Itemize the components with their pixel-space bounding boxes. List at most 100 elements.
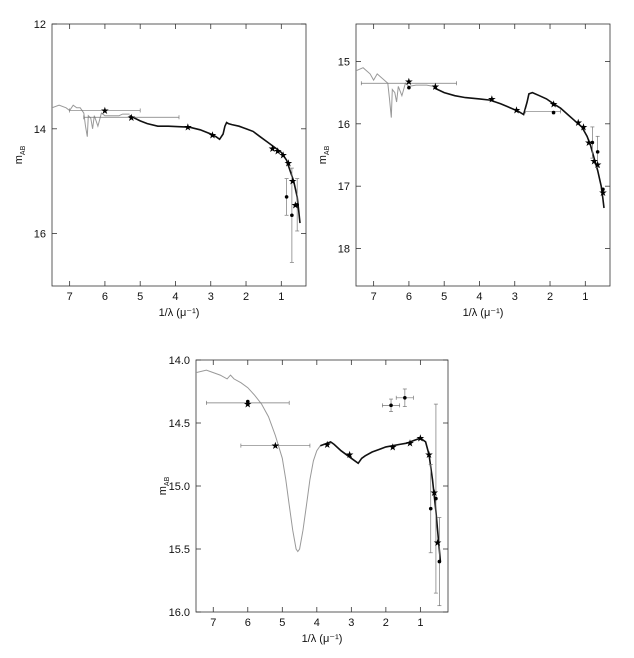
x-axis-label: 1/λ (μ⁻¹)	[159, 307, 200, 319]
data-point-dot	[595, 150, 600, 154]
data-point-star: ★	[404, 77, 413, 88]
x-tick-label: 3	[512, 291, 518, 303]
y-axis-label-main: m	[317, 155, 329, 164]
x-tick-label: 5	[441, 291, 447, 303]
data-point-star: ★	[323, 440, 332, 451]
data-point-star: ★	[288, 177, 297, 188]
data-point-dot	[601, 187, 605, 192]
x-tick-label: 1	[417, 617, 423, 629]
y-tick-label: 14	[34, 124, 46, 136]
x-tick-label: 7	[67, 291, 73, 303]
y-tick-label: 15.5	[169, 544, 190, 556]
data-point-dot	[590, 140, 595, 145]
data-point-dot	[389, 403, 393, 408]
x-tick-label: 4	[172, 291, 178, 303]
data-point-star: ★	[100, 106, 109, 117]
data-point-star: ★	[271, 441, 280, 452]
y-tick-label: 15.0	[169, 481, 190, 493]
y-tick-label: 14.5	[169, 418, 190, 430]
data-point-star: ★	[183, 123, 192, 134]
x-tick-label: 6	[102, 291, 108, 303]
x-tick-label: 3	[208, 291, 214, 303]
y-tick-label: 17	[338, 181, 350, 193]
y-axis-label-subscript: AB	[164, 476, 171, 486]
data-point-dot	[245, 399, 250, 404]
model-curve-gray	[356, 67, 434, 118]
data-point-star: ★	[598, 188, 607, 199]
data-point-star: ★	[291, 200, 300, 211]
x-tick-label: 5	[137, 291, 143, 303]
data-point-dot	[437, 559, 442, 564]
data-point-star: ★	[273, 146, 282, 157]
data-point-dot	[434, 496, 438, 501]
data-point-star: ★	[345, 450, 354, 461]
data-point-star: ★	[208, 131, 217, 142]
data-point-star: ★	[590, 157, 599, 168]
data-point-star: ★	[433, 538, 442, 549]
x-tick-label: 6	[406, 291, 412, 303]
data-point-star: ★	[431, 82, 440, 93]
model-curve-black	[129, 114, 301, 224]
data-point-star: ★	[388, 442, 397, 453]
data-point-star: ★	[584, 138, 593, 149]
data-point-star: ★	[425, 450, 434, 461]
chart-bottom: ★★ ★★★ ★ ★★★★ 7 6 5 4 3 2 1 14.0 14.5 15.0 15.5 16.0 1/λ…	[157, 355, 449, 645]
x-tick-label: 2	[547, 291, 553, 303]
y-axis-label-main: m	[157, 486, 169, 495]
chart-top-right: ★ ★★★★★★★★★★ 7 6 5 4 3 2 1 15 16 17 18 1/λ (μ⁻¹) mAB	[317, 23, 611, 319]
y-axis-label: mAB	[13, 145, 27, 164]
plot-area: ★★★★★★★★★★	[52, 104, 301, 263]
data-point-star: ★	[549, 99, 558, 110]
data-point-star: ★	[574, 118, 583, 129]
data-point-dot	[428, 506, 433, 511]
x-tick-label: 7	[210, 617, 216, 629]
model-curve-black	[433, 86, 605, 209]
data-point-star: ★	[512, 106, 521, 117]
y-tick-label: 14.0	[169, 355, 190, 367]
x-tick-label: 6	[245, 617, 251, 629]
model-curve-gray	[52, 104, 130, 137]
y-tick-label: 18	[338, 244, 350, 256]
data-point-star: ★	[243, 400, 252, 411]
plot-area: ★ ★★★★★★★★★★	[356, 67, 607, 209]
y-axis-label: mAB	[317, 145, 331, 164]
y-axis-label-subscript: AB	[20, 145, 27, 155]
data-point-dot	[551, 110, 556, 115]
data-point-star: ★	[593, 160, 602, 171]
x-tick-label: 2	[243, 291, 249, 303]
y-tick-label: 16.0	[169, 607, 190, 619]
data-point-star: ★	[406, 439, 415, 450]
x-tick-label: 4	[314, 617, 320, 629]
plot-frame	[355, 23, 611, 287]
data-point-star: ★	[416, 434, 425, 445]
x-tick-label: 5	[279, 617, 285, 629]
data-point-dot	[290, 213, 294, 218]
data-point-star: ★	[268, 144, 277, 155]
data-point-dot	[403, 396, 407, 400]
y-axis-label: mAB	[157, 476, 171, 495]
data-point-star: ★	[487, 94, 496, 105]
x-tick-label: 1	[582, 291, 588, 303]
x-axis-label: 1/λ (μ⁻¹)	[302, 633, 343, 645]
data-point-dot	[295, 202, 299, 207]
plot-area: ★★★★★★★★★★	[196, 369, 442, 607]
x-tick-label: 3	[348, 617, 354, 629]
y-axis-label-main: m	[13, 155, 25, 164]
y-tick-label: 16	[34, 229, 46, 241]
data-point-star: ★	[127, 113, 136, 124]
data-point-dot	[284, 195, 289, 199]
y-tick-label: 16	[338, 119, 350, 131]
data-point-star: ★	[579, 122, 588, 133]
model-curve-black	[320, 437, 442, 562]
x-axis-label: 1/λ (μ⁻¹)	[463, 307, 504, 319]
plot-frame	[51, 23, 307, 287]
y-tick-label: 15	[338, 56, 350, 68]
data-point-dot	[407, 85, 411, 90]
x-tick-label: 1	[278, 291, 284, 303]
x-tick-label: 7	[371, 291, 377, 303]
data-point-star: ★	[279, 151, 288, 162]
data-point-star: ★	[284, 158, 293, 169]
x-tick-label: 2	[383, 617, 389, 629]
